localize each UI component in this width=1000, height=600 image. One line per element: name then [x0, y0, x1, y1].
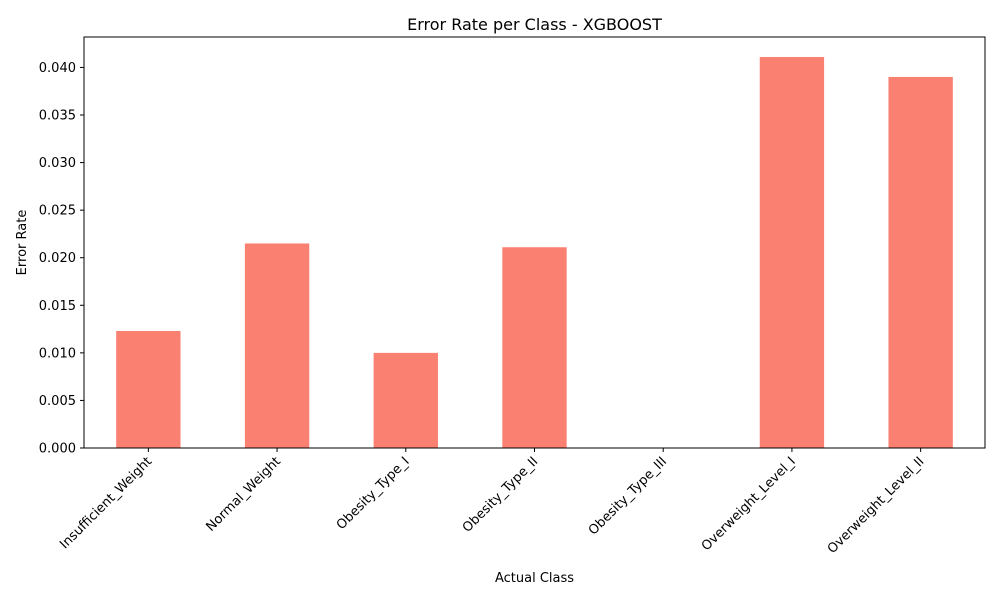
bar-obesity-type-i	[373, 352, 438, 448]
bar-overweight-level-i	[759, 56, 825, 449]
bar-normal-weight	[244, 243, 310, 448]
y-tick-label: 0.030	[39, 156, 76, 171]
x-tick-label: Normal_Weight	[203, 454, 283, 534]
y-tick-label: 0.015	[39, 299, 76, 314]
x-tick-label: Insufficient_Weight	[57, 454, 155, 552]
bar-overweight-level-ii	[888, 76, 953, 448]
bars-group	[116, 56, 953, 449]
y-tick-label: 0.040	[39, 61, 76, 76]
y-axis-label: Error Rate	[15, 210, 30, 276]
y-axis: 0.000 0.005 0.010 0.015 0.020 0.025 0.030 0.035…	[39, 61, 84, 457]
x-axis-label: Actual Class	[495, 571, 574, 586]
y-tick-label: 0.010	[39, 346, 76, 361]
bar-obesity-type-ii	[502, 247, 567, 448]
y-tick-label: 0.000	[39, 442, 76, 457]
x-tick-label: Obesity_Type_III	[586, 454, 670, 538]
y-tick-label: 0.025	[39, 204, 76, 219]
y-tick-label: 0.020	[39, 251, 76, 266]
plot-frame	[83, 36, 986, 449]
y-tick-label: 0.035	[39, 109, 76, 124]
y-tick-label: 0.005	[39, 394, 76, 409]
x-axis: Insufficient_Weight Normal_Weight Obesity_…	[57, 448, 927, 557]
chart-title: Error Rate per Class - XGBOOST	[407, 15, 662, 34]
x-tick-label: Obesity_Type_II	[460, 454, 541, 535]
x-tick-label: Overweight_Level_II	[825, 454, 928, 557]
x-tick-label: Overweight_Level_I	[699, 454, 799, 554]
x-tick-label: Obesity_Type_I	[334, 454, 413, 533]
bar-insufficient-weight	[116, 330, 181, 448]
